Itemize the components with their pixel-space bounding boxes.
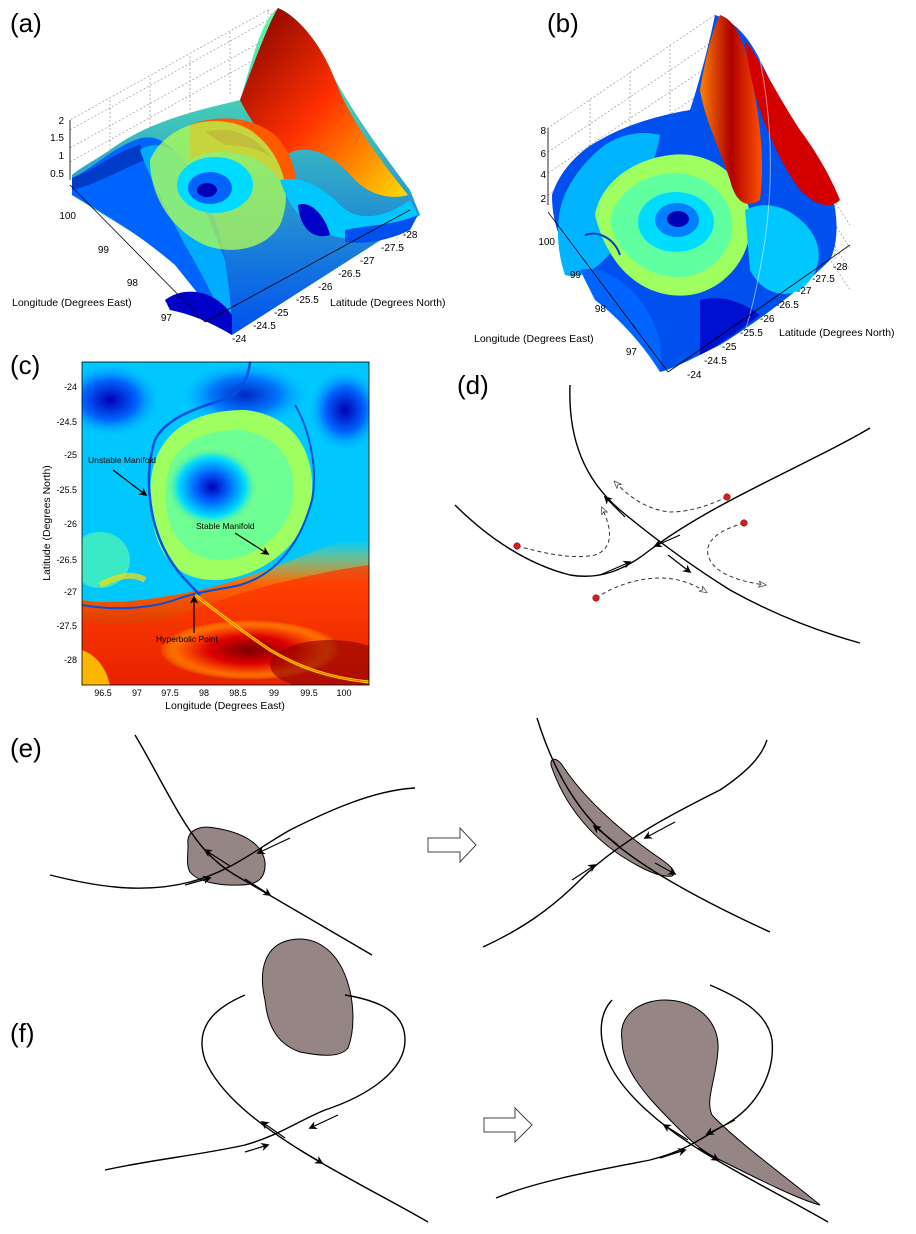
panel-f: [104, 938, 829, 1223]
panel-b-axes: [547, 128, 851, 373]
panel-a-lon-tick: 97: [161, 313, 173, 324]
panel-c: [81, 361, 370, 686]
panel-c-y-tick: -25.5: [56, 485, 77, 495]
panel-f-right: [495, 984, 829, 1223]
panel-e-left-blob: [187, 826, 266, 886]
panel-e-right-blob: [550, 758, 675, 877]
panel-c-x-tick: 97: [132, 688, 142, 698]
panel-b-z-tick: 6: [540, 149, 546, 160]
panel-a-lat-tick: -25: [274, 308, 289, 319]
panel-c-frame: [81, 361, 370, 686]
panel-a-lat-tick: -24.5: [253, 321, 276, 332]
panel-c-y-tick: -24.5: [56, 417, 77, 427]
panel-b-lon-tick: 97: [626, 347, 638, 358]
panel-b-lat-tick: -27.5: [812, 274, 835, 285]
panel-e-left: [49, 734, 416, 956]
panel-b-z-tick: 2: [540, 194, 546, 205]
panel-c-heatmap: [82, 362, 369, 685]
panel-d: [454, 384, 871, 644]
panel-b-lon-label: Longitude (Degrees East): [474, 333, 594, 345]
panel-e: [49, 717, 771, 956]
panel-a-lat-tick: -26.5: [338, 269, 361, 280]
panel-label-b: (b): [547, 8, 579, 38]
panel-b-lat-tick: -26.5: [776, 300, 799, 311]
panel-label-d: (d): [457, 370, 489, 400]
panel-c-y-tick: -27: [64, 587, 77, 597]
panel-d-unstable-manifold: [569, 384, 861, 644]
panel-b-lat-tick: -26: [760, 314, 775, 325]
panel-b-text: 8 6 4 2 100 99 98 97 -24 -24.5 -25 -25.5…: [474, 126, 895, 381]
panel-c-x-tick: 97.5: [161, 688, 179, 698]
panel-c-stable-label: Stable Manifold: [196, 521, 255, 531]
panel-d-particles: [513, 493, 748, 602]
panel-c-y-tick: -26.5: [56, 555, 77, 565]
panel-e-transform-arrow: [427, 826, 477, 864]
panel-b-lat-tick: -24: [687, 370, 702, 381]
panel-c-y-tick: -24: [64, 382, 77, 392]
panel-f-right-blob: [621, 999, 821, 1206]
panel-a-axes: [69, 120, 411, 323]
panel-c-y-tick: -27.5: [56, 621, 77, 631]
panel-c-text: -24 -24.5 -25 -25.5 -26 -26.5 -27 -27.5 …: [41, 382, 352, 712]
panel-c-annotation-arrows: [112, 469, 270, 633]
panel-a: [69, 8, 420, 335]
panel-e-right: [482, 717, 771, 948]
panel-label-c: (c): [10, 350, 41, 380]
panel-d-trajectories: [516, 482, 765, 599]
panel-label-a: (a): [10, 8, 42, 38]
panel-a-lon-label: Longitude (Degrees East): [12, 297, 132, 309]
panel-b-lat-tick: -28: [833, 262, 848, 273]
panel-c-x-tick: 98: [199, 688, 209, 698]
panel-b-lon-tick: 98: [595, 304, 607, 315]
panel-a-lon-tick: 98: [127, 278, 139, 289]
panel-b-lat-label: Latitude (Degrees North): [779, 327, 895, 339]
panel-c-unstable-label: Unstable Manifold: [88, 455, 156, 465]
panel-c-x-tick: 98.5: [229, 688, 247, 698]
panel-b-lat-tick: -25.5: [740, 328, 763, 339]
panel-b-lat-tick: -25: [722, 342, 737, 353]
panel-c-hyperbolic-label: Hyperbolic Point: [156, 634, 219, 644]
panel-label-e: (e): [10, 733, 42, 763]
panel-a-lat-tick: -25.5: [296, 295, 319, 306]
panel-f-left: [104, 938, 429, 1223]
panel-c-x-tick: 100: [336, 688, 351, 698]
panel-a-z-tick: 1.5: [50, 133, 64, 144]
panel-b-z-tick: 4: [540, 170, 546, 181]
panel-label-f: (f): [10, 1018, 35, 1048]
panel-c-x-tick: 96.5: [94, 688, 112, 698]
panel-a-z-tick: 0.5: [50, 169, 64, 180]
panel-a-lat-tick: -24: [232, 334, 247, 345]
panel-a-lat-tick: -28: [403, 230, 418, 241]
panel-a-lon-tick: 100: [59, 211, 76, 222]
panel-b-surface: [552, 15, 840, 372]
panel-c-ylabel: Latitude (Degrees North): [41, 465, 53, 581]
panel-c-y-tick: -28: [64, 655, 77, 665]
panel-b: [547, 14, 851, 373]
panel-a-z-tick: 2: [58, 116, 64, 127]
panel-a-lat-tick: -27.5: [381, 243, 404, 254]
panel-c-y-tick: -25: [64, 450, 77, 460]
panel-b-z-tick: 8: [540, 126, 546, 137]
panel-c-y-tick: -26: [64, 519, 77, 529]
panel-a-lat-tick: -27: [360, 256, 375, 267]
panel-c-x-tick: 99.5: [300, 688, 318, 698]
panel-b-lat-tick: -24.5: [704, 356, 727, 367]
panel-b-lat-tick: -27: [797, 286, 812, 297]
panel-a-lat-tick: -26: [318, 282, 333, 293]
panel-a-lon-tick: 99: [98, 245, 110, 256]
panel-d-stable-manifold: [454, 427, 871, 577]
panel-c-xlabel: Longitude (Degrees East): [165, 700, 285, 712]
panel-a-text: 2 1.5 1 0.5 100 99 98 97 -24 -24.5 -25 -…: [12, 116, 446, 345]
panel-c-x-tick: 99: [269, 688, 279, 698]
panel-a-surface: [72, 8, 420, 335]
panel-f-left-blob: [262, 938, 354, 1056]
panel-a-lat-label: Latitude (Degrees North): [330, 297, 446, 309]
panel-b-lon-tick: 100: [538, 237, 555, 248]
panel-a-z-tick: 1: [58, 151, 64, 162]
panel-b-lon-tick: 99: [570, 270, 582, 281]
panel-f-transform-arrow: [483, 1106, 533, 1144]
